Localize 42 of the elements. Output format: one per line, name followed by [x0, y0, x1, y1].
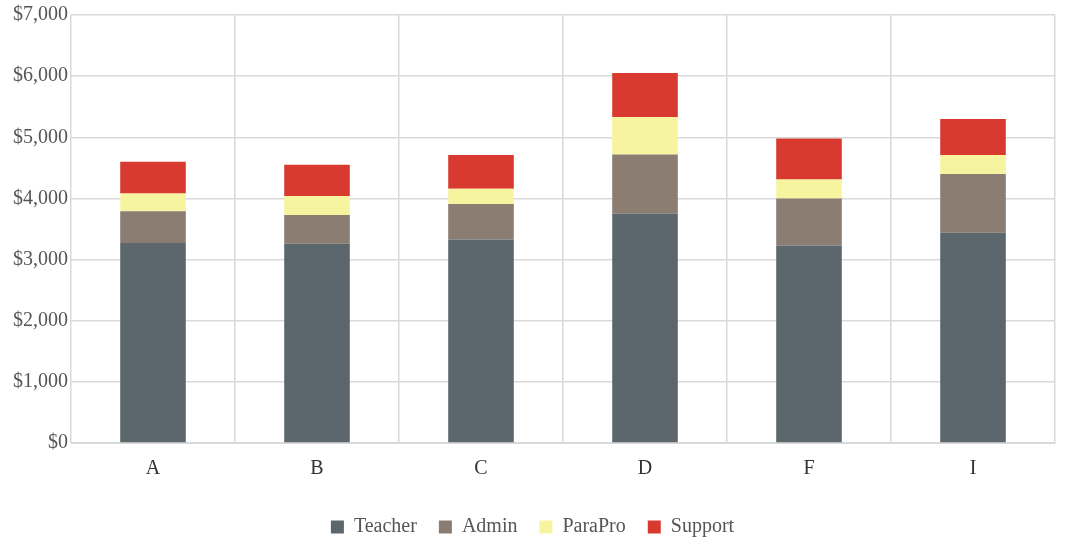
legend-label: Admin [461, 514, 518, 537]
x-tick-label: B [310, 456, 324, 479]
y-tick-label: $5,000 [13, 124, 68, 147]
bar [120, 243, 186, 443]
x-tick-label: C [474, 456, 488, 479]
bar [120, 161, 186, 194]
bar [940, 155, 1006, 174]
bar [284, 195, 350, 215]
bar [612, 73, 678, 118]
legend-label: Support [670, 514, 735, 538]
bar [612, 213, 678, 443]
bar [776, 138, 842, 180]
bar [448, 239, 514, 443]
bar [120, 193, 186, 212]
bar [612, 117, 678, 155]
y-tick-label: $0 [48, 430, 68, 453]
bar [448, 188, 514, 204]
y-tick-label: $1,000 [13, 369, 68, 392]
y-tick-label: $3,000 [13, 246, 68, 269]
x-tick-label: I [969, 456, 977, 479]
bar [776, 245, 842, 443]
y-tick-label: $4,000 [13, 185, 68, 208]
bar [776, 179, 842, 199]
bar [776, 198, 842, 246]
bar [284, 243, 350, 443]
legend-label: ParaPro [562, 514, 626, 537]
bar [448, 203, 514, 240]
bar [120, 211, 186, 244]
x-tick-label: F [803, 456, 815, 479]
legend-label: Teacher [353, 514, 418, 537]
bar [612, 154, 678, 214]
bar [940, 173, 1006, 233]
y-tick-label: $7,000 [13, 2, 68, 25]
bar [940, 118, 1006, 156]
y-tick-label: $6,000 [13, 63, 68, 86]
y-tick-label: $2,000 [13, 307, 68, 330]
bar [448, 155, 514, 189]
x-tick-label: A [145, 456, 161, 479]
bar [284, 164, 350, 196]
bar [284, 214, 350, 244]
x-tick-label: D [637, 456, 653, 479]
bar [940, 232, 1006, 443]
